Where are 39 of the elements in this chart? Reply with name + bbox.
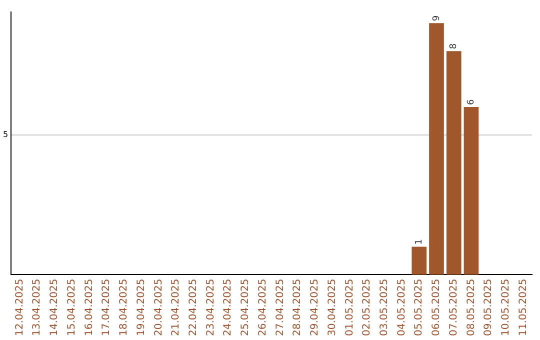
x-tick-label: 05.05.2025 xyxy=(414,278,425,336)
data-label: 8 xyxy=(449,43,460,50)
x-tick-label: 13.04.2025 xyxy=(32,278,43,336)
x-tick-label: 18.04.2025 xyxy=(118,278,130,336)
x-tick-label: 04.05.2025 xyxy=(396,278,408,336)
y-tick-label: 5 xyxy=(2,130,8,140)
x-tick-label: 21.04.2025 xyxy=(170,278,182,336)
x-tick-label: 20.04.2025 xyxy=(153,278,164,336)
x-tick-label: 16.04.2025 xyxy=(84,278,95,336)
x-tick-label: 11.05.2025 xyxy=(518,278,529,336)
x-tick-label: 27.04.2025 xyxy=(274,278,286,336)
x-tick-label: 29.04.2025 xyxy=(310,278,321,336)
x-tick-label: 01.05.2025 xyxy=(344,278,356,336)
data-label: 9 xyxy=(432,15,442,22)
bar xyxy=(464,107,479,275)
x-tick-label: 15.04.2025 xyxy=(66,278,78,336)
x-tick-label: 10.05.2025 xyxy=(500,278,512,336)
x-tick-label: 30.04.2025 xyxy=(326,278,338,336)
x-tick-label: 26.04.2025 xyxy=(257,278,268,336)
bar xyxy=(429,23,444,275)
x-tick-label: 03.05.2025 xyxy=(379,278,390,336)
x-tick-label: 17.04.2025 xyxy=(101,278,112,336)
x-tick-label: 02.05.2025 xyxy=(362,278,373,336)
x-tick-label: 12.04.2025 xyxy=(14,278,26,336)
bar xyxy=(446,51,462,275)
x-tick-label: 07.05.2025 xyxy=(448,278,460,336)
x-tick-label: 25.04.2025 xyxy=(240,278,252,336)
x-tick-label: 19.04.2025 xyxy=(136,278,147,336)
x-tick-label: 08.05.2025 xyxy=(466,278,477,336)
x-tick-label: 24.04.2025 xyxy=(222,278,234,336)
data-label: 1 xyxy=(414,239,424,245)
x-tick-label: 14.04.2025 xyxy=(49,278,60,336)
x-tick-label: 23.04.2025 xyxy=(205,278,216,336)
x-tick-label: 22.04.2025 xyxy=(188,278,199,336)
data-label: 6 xyxy=(466,99,477,106)
bar xyxy=(412,246,427,275)
x-tick-label: 06.05.2025 xyxy=(431,278,442,336)
x-tick-label: 28.04.2025 xyxy=(292,278,304,336)
x-tick-label: 09.05.2025 xyxy=(483,278,494,336)
